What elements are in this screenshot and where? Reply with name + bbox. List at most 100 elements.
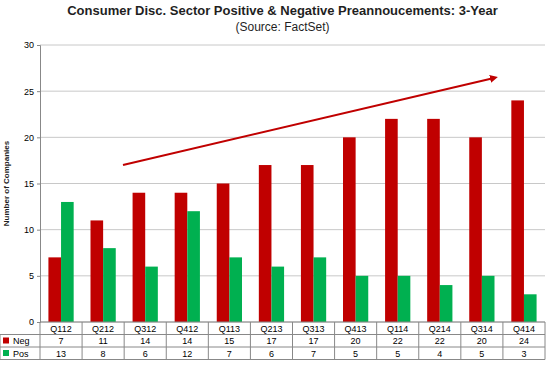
- bar: [343, 137, 356, 322]
- bar: [133, 193, 146, 322]
- tick-label: 5: [29, 271, 34, 281]
- category-label: Q114: [387, 324, 408, 334]
- tick: 5: [29, 271, 40, 281]
- table-border: [124, 322, 125, 360]
- table-value: 4: [437, 349, 442, 359]
- bar: [314, 257, 327, 322]
- table-border: [545, 322, 546, 360]
- bar: [482, 276, 495, 322]
- tick-label: 20: [24, 133, 34, 143]
- category-label: Q213: [260, 324, 282, 334]
- table-value: 6: [269, 349, 274, 359]
- table-value: 14: [182, 336, 192, 346]
- tick: 20: [24, 133, 40, 143]
- table-border: [166, 322, 167, 360]
- tick-label: 0: [29, 317, 34, 327]
- table-border: [208, 322, 209, 360]
- tick-mark: [37, 184, 40, 185]
- table-value: 24: [519, 336, 529, 346]
- table-border: [0, 335, 1, 360]
- table-value: 11: [98, 336, 107, 346]
- y-axis-title: Number of Companies: [2, 140, 11, 226]
- table-border: [334, 322, 335, 360]
- axis-line: [37, 46, 41, 323]
- table-value: 5: [479, 349, 484, 359]
- bar: [217, 184, 230, 323]
- y-axis: 0 5 10 15 20 25 30: [24, 40, 41, 327]
- grid-line: [40, 91, 545, 92]
- category-label: Q313: [303, 324, 325, 334]
- grid: [40, 45, 545, 322]
- bar: [61, 202, 74, 322]
- tick-mark: [37, 45, 40, 46]
- table-value: 13: [56, 349, 66, 359]
- tick-mark: [37, 276, 40, 277]
- table-value: 5: [395, 349, 400, 359]
- bar: [469, 137, 482, 322]
- legend-label: Pos: [13, 349, 29, 359]
- table-border: [82, 322, 83, 360]
- title: Consumer Disc. Sector Positive & Negativ…: [67, 3, 498, 18]
- legend-label: Neg: [13, 336, 30, 346]
- bar: [427, 119, 440, 322]
- legend-swatch: [3, 338, 9, 344]
- category-label: Q413: [345, 324, 367, 334]
- bar: [511, 100, 524, 322]
- category-label: Q312: [134, 324, 156, 334]
- table-value: 6: [143, 349, 148, 359]
- table-border: [376, 322, 377, 360]
- category-label: Q314: [471, 324, 493, 334]
- table-value: 17: [309, 336, 319, 346]
- tick-label: 10: [24, 225, 34, 235]
- bar: [398, 276, 411, 322]
- data-table: Q112Q212Q312Q412Q113Q213Q313Q413Q114Q214…: [0, 322, 545, 360]
- table-value: 7: [227, 349, 232, 359]
- tick: 0: [29, 317, 40, 327]
- bar-series: [61, 202, 537, 322]
- table-value: 8: [101, 349, 106, 359]
- grid-line: [40, 45, 545, 46]
- table-value: 22: [435, 336, 445, 346]
- subtitle: (Source: FactSet): [235, 20, 329, 34]
- bar: [145, 267, 158, 322]
- table-border: [460, 322, 461, 360]
- bar: [91, 220, 104, 322]
- bar: [301, 165, 314, 322]
- category-label: Q412: [176, 324, 198, 334]
- table-border: [502, 322, 503, 360]
- bar: [440, 285, 453, 322]
- bar: [187, 211, 200, 322]
- category-label: Q113: [219, 324, 240, 334]
- tick-mark: [37, 137, 40, 138]
- category-label: Q112: [50, 324, 71, 334]
- tick: 15: [24, 179, 40, 189]
- table-border: [418, 322, 419, 360]
- bar: [385, 119, 398, 322]
- bar: [271, 267, 284, 322]
- tick-label: 30: [24, 40, 34, 50]
- table-value: 22: [393, 336, 403, 346]
- table-value: 20: [477, 336, 487, 346]
- tick-mark: [37, 91, 40, 92]
- table-border: [40, 322, 41, 360]
- trend-arrow: [123, 78, 494, 165]
- category-label: Q212: [92, 324, 114, 334]
- bars: [48, 100, 536, 322]
- table-value: 14: [140, 336, 150, 346]
- chart: Consumer Disc. Sector Positive & Negativ…: [0, 0, 546, 368]
- table-value: 5: [353, 349, 358, 359]
- tick: 30: [24, 40, 40, 50]
- table-value: 20: [351, 336, 361, 346]
- bar: [103, 248, 116, 322]
- table-border: [250, 322, 251, 360]
- legend-swatch: [3, 350, 9, 356]
- bar: [356, 276, 369, 322]
- table-value: 3: [521, 349, 526, 359]
- bar: [48, 257, 61, 322]
- category-label: Q414: [513, 324, 535, 334]
- tick: 25: [24, 87, 40, 97]
- tick: 10: [24, 225, 40, 235]
- bar: [175, 193, 188, 322]
- table-border: [292, 322, 293, 360]
- tick-label: 25: [24, 87, 34, 97]
